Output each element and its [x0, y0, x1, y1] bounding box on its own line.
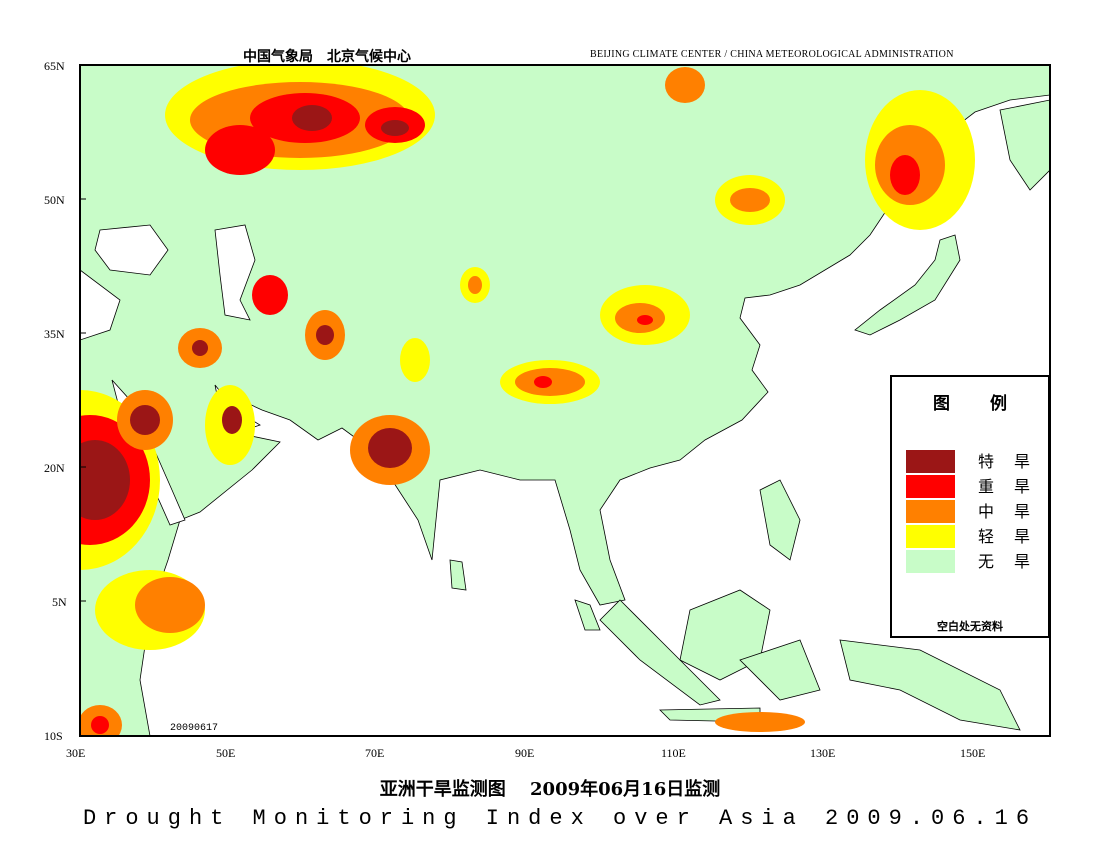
lon-label: 90E [515, 746, 534, 760]
lat-label: 20N [44, 461, 65, 475]
drought-areas [80, 65, 975, 736]
lat-label: 35N [44, 327, 65, 341]
legend: 图 例 特旱 重旱 中旱 轻旱 无旱 空白处无资料 [890, 375, 1050, 638]
lat-label: 10S [44, 729, 63, 743]
legend-label: 中旱 [978, 502, 1051, 521]
legend-note: 空白处无资料 [937, 620, 1003, 633]
legend-item-light: 轻旱 [906, 525, 1048, 549]
header-en: BEIJING CLIMATE CENTER / CHINA METEOROLO… [590, 49, 954, 60]
lon-label: 70E [365, 746, 384, 760]
legend-item-extreme: 特旱 [906, 450, 1048, 474]
lon-label: 50E [216, 746, 235, 760]
legend-label: 轻旱 [978, 527, 1051, 546]
lon-axis: 30E 50E 70E 90E 110E 130E 150E [66, 746, 985, 760]
lon-label: 110E [661, 746, 686, 760]
legend-swatch [906, 550, 955, 573]
lon-label: 130E [810, 746, 835, 760]
title-en: Drought Monitoring Index over Asia 2009.… [82, 806, 1038, 831]
lon-label: 150E [960, 746, 985, 760]
legend-label: 特旱 [978, 452, 1051, 471]
lat-label: 65N [44, 59, 65, 73]
legend-swatch [906, 450, 955, 473]
lon-label: 30E [66, 746, 85, 760]
legend-label: 重旱 [978, 477, 1051, 496]
lat-label: 5N [52, 595, 67, 609]
legend-item-none: 无旱 [906, 550, 1048, 574]
map-frame [79, 64, 1051, 737]
title-cn: 亚洲干旱监测图 2009年06月16日监测 [379, 779, 721, 800]
data-date-stamp: 20090617 [170, 723, 219, 734]
legend-swatch [906, 500, 955, 523]
legend-item-severe: 重旱 [906, 475, 1048, 499]
legend-item-moderate: 中旱 [906, 500, 1048, 524]
header-cn: 中国气象局 北京气候中心 [243, 49, 411, 65]
legend-title: 图 例 [933, 394, 1007, 414]
legend-swatch [906, 475, 955, 498]
lat-label: 50N [44, 193, 65, 207]
lat-axis: 65N 50N 35N 20N 5N 10S [44, 59, 86, 743]
legend-swatch [906, 525, 955, 548]
legend-label: 无旱 [978, 552, 1051, 571]
